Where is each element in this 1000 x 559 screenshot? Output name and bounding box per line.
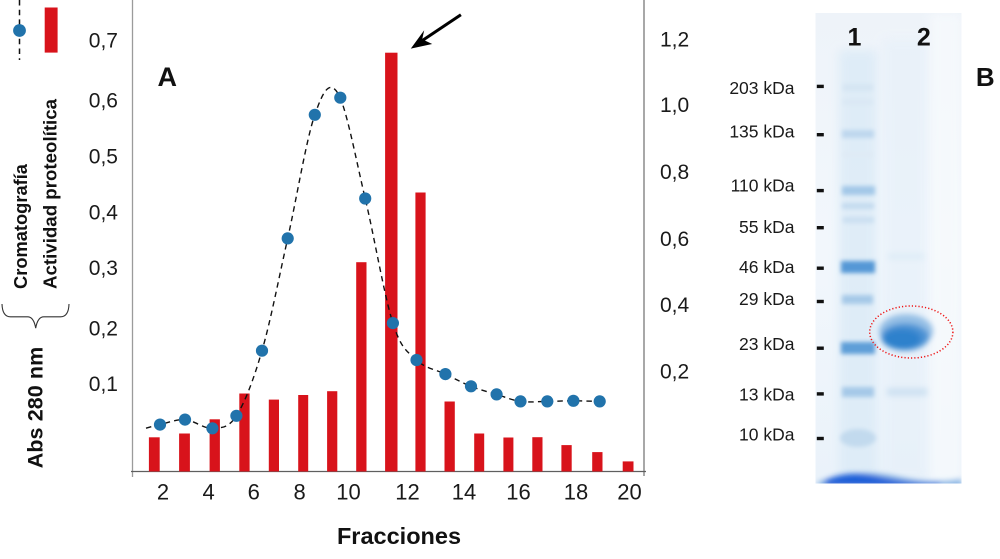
svg-text:29 kDa: 29 kDa <box>739 289 795 309</box>
svg-text:14: 14 <box>452 479 476 504</box>
svg-text:16: 16 <box>506 479 530 504</box>
svg-text:0,7: 0,7 <box>89 30 118 53</box>
svg-text:B: B <box>976 62 995 92</box>
svg-text:0,4: 0,4 <box>660 294 690 317</box>
svg-text:23 kDa: 23 kDa <box>739 334 795 354</box>
svg-text:2: 2 <box>917 24 931 52</box>
svg-text:1,2: 1,2 <box>660 28 689 51</box>
svg-text:Actividad proteolítica: Actividad proteolítica <box>40 98 61 289</box>
svg-text:203 kDa: 203 kDa <box>729 78 794 98</box>
svg-text:55 kDa: 55 kDa <box>739 217 795 237</box>
svg-text:0,5: 0,5 <box>89 146 118 169</box>
svg-text:Fracciones: Fracciones <box>337 523 461 549</box>
svg-text:110 kDa: 110 kDa <box>731 175 795 195</box>
svg-text:10: 10 <box>336 479 360 504</box>
svg-text:0,2: 0,2 <box>660 360 689 383</box>
svg-text:20: 20 <box>617 479 641 504</box>
svg-text:0,3: 0,3 <box>89 257 118 280</box>
svg-text:4: 4 <box>202 479 214 504</box>
svg-text:12: 12 <box>395 479 419 504</box>
svg-text:10 kDa: 10 kDa <box>739 425 795 445</box>
svg-text:0,4: 0,4 <box>89 201 119 224</box>
svg-text:18: 18 <box>564 479 588 504</box>
svg-text:1,0: 1,0 <box>660 94 689 117</box>
svg-text:1: 1 <box>847 24 861 52</box>
svg-text:Cromatografía: Cromatografía <box>10 163 31 289</box>
svg-text:Abs 280 nm: Abs 280 nm <box>24 347 48 469</box>
svg-text:0,1: 0,1 <box>89 373 118 396</box>
svg-text:0,6: 0,6 <box>660 228 689 251</box>
svg-text:46 kDa: 46 kDa <box>739 257 795 277</box>
svg-text:0,6: 0,6 <box>89 90 118 113</box>
svg-text:0,8: 0,8 <box>660 161 689 184</box>
svg-text:8: 8 <box>293 479 305 504</box>
svg-text:135 kDa: 135 kDa <box>729 122 794 142</box>
svg-text:A: A <box>158 62 178 92</box>
svg-text:0,2: 0,2 <box>89 317 118 340</box>
svg-text:13 kDa: 13 kDa <box>739 384 795 404</box>
svg-text:6: 6 <box>248 479 260 504</box>
svg-text:2: 2 <box>157 479 169 504</box>
